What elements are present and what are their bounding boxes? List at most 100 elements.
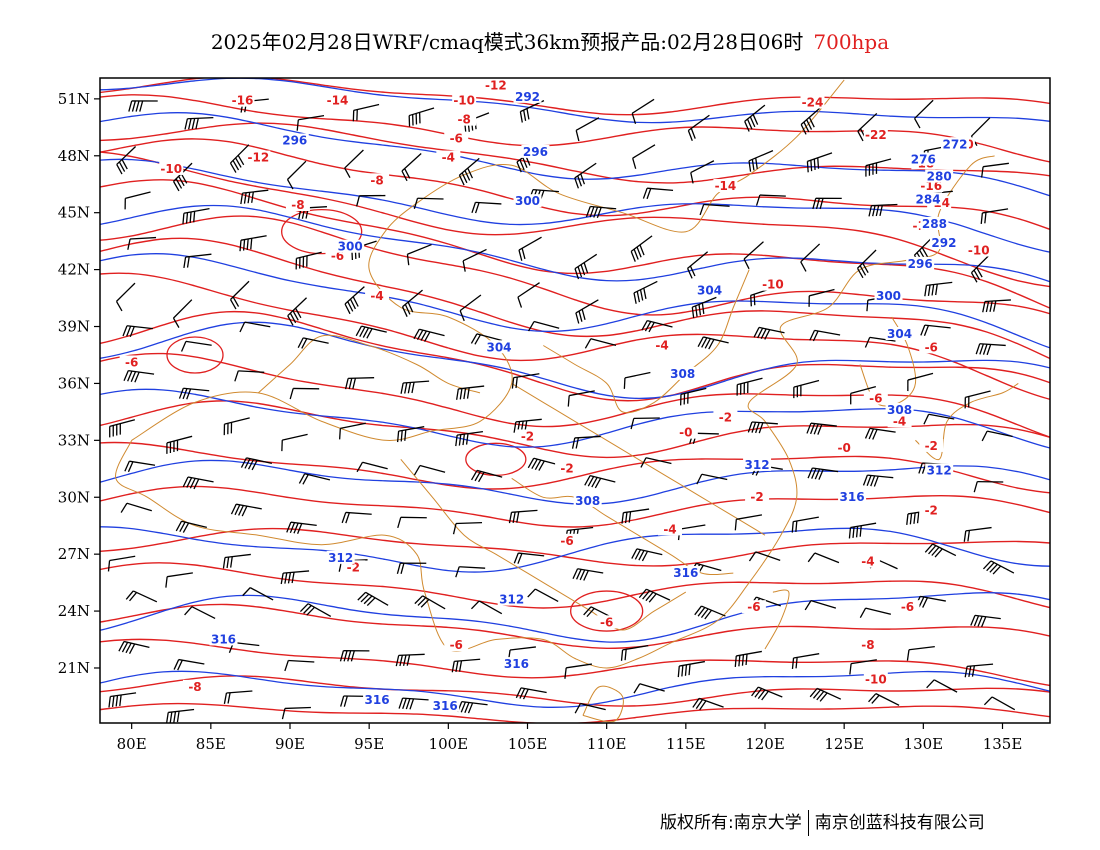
wind-barb — [623, 371, 651, 389]
wind-barb — [791, 516, 819, 533]
wind-barb — [396, 562, 427, 574]
wind-barb — [983, 696, 1016, 711]
wind-barb — [456, 385, 485, 400]
wind-barb — [697, 336, 729, 350]
temperature-label: -6 — [450, 638, 463, 652]
wind-barb — [182, 208, 210, 225]
lat-label: 42N — [58, 261, 90, 279]
temperature-label: -2 — [925, 439, 938, 453]
wind-barb — [406, 243, 432, 266]
lat-label: 45N — [58, 204, 90, 222]
wind-barb — [172, 299, 193, 328]
wind-barb — [574, 253, 598, 280]
lon-label: 100E — [429, 735, 469, 753]
lon-label: 85E — [196, 735, 226, 753]
lat-label: 24N — [58, 602, 90, 620]
wind-barb — [341, 511, 372, 524]
wind-barb — [298, 473, 331, 485]
temperature-label: -4 — [370, 289, 383, 303]
wind-barb — [865, 158, 892, 177]
height-label: 312 — [499, 593, 524, 607]
temperature-label-bg — [230, 93, 255, 107]
temperature-label-bg — [650, 338, 675, 352]
height-contour — [100, 592, 1050, 643]
temperature-label: -4 — [893, 414, 906, 428]
temperature-label: -12 — [247, 151, 269, 165]
wind-barb — [743, 241, 764, 270]
wind-barb — [289, 387, 320, 400]
temperature-contour — [100, 151, 1050, 288]
wind-barb — [696, 473, 728, 485]
wind-barb — [511, 373, 540, 389]
temperature-label: -2 — [521, 429, 534, 443]
wind-barb — [408, 107, 435, 127]
temperature-contour — [100, 400, 1050, 459]
height-label: 316 — [433, 699, 458, 713]
temperature-contour — [100, 215, 1050, 316]
wind-barb — [470, 469, 503, 483]
height-label: 300 — [515, 194, 540, 208]
height-contour — [100, 158, 1050, 253]
temperature-contour-loop — [281, 209, 363, 255]
border-line — [400, 458, 687, 631]
wind-barb — [849, 659, 877, 675]
lon-label: 120E — [745, 735, 785, 753]
temperature-label-bg — [365, 289, 390, 303]
temperature-contour — [100, 441, 1050, 494]
temperature-label-bg — [594, 615, 619, 629]
wind-barb — [296, 115, 325, 131]
wind-barb — [513, 552, 545, 564]
temperature-label: -0 — [837, 441, 850, 455]
wind-barb — [286, 160, 307, 190]
wind-barb — [856, 249, 877, 279]
wind-barb — [517, 282, 540, 308]
wind-barb — [690, 160, 715, 184]
temperature-label: -0 — [679, 426, 692, 440]
height-label-bg — [513, 194, 542, 208]
wind-barb — [284, 659, 315, 672]
border-line — [543, 269, 750, 414]
wind-barb — [686, 251, 709, 279]
wind-barb — [352, 103, 380, 122]
height-label-bg — [906, 256, 935, 270]
temperature-label-bg — [555, 461, 580, 475]
wind-barb — [357, 591, 389, 607]
temperature-label-bg — [119, 355, 144, 369]
wind-barb — [339, 650, 370, 662]
border-line — [915, 382, 1019, 461]
wind-barb — [165, 572, 193, 588]
wind-barb — [400, 380, 430, 394]
height-label: 292 — [515, 90, 540, 104]
temperature-label-bg — [365, 173, 390, 187]
wind-barb — [459, 294, 482, 322]
height-label: 272 — [942, 137, 967, 151]
wind-barb — [109, 419, 136, 438]
wind-barb — [734, 650, 762, 667]
wind-barb — [633, 683, 665, 694]
border-line — [131, 79, 845, 441]
lon-label: 105E — [508, 735, 548, 753]
temperature-label-bg — [673, 425, 698, 439]
temperature-label-bg — [159, 161, 184, 175]
temperature-label-bg — [863, 127, 888, 141]
temperature-label-bg — [919, 340, 944, 354]
wind-barb — [920, 324, 951, 337]
temperature-label-bg — [555, 533, 580, 547]
wind-barb — [297, 337, 329, 349]
height-label-bg — [521, 144, 550, 158]
map-title: 2025年02月28日WRF/cmaq模式36km预报产品:02月28日06时 7… — [0, 26, 1100, 55]
wind-barb — [527, 320, 560, 332]
wind-barb — [470, 600, 503, 615]
height-label: 312 — [745, 458, 770, 472]
height-label: 296 — [282, 134, 307, 148]
height-label-bg — [920, 216, 949, 230]
height-label: 292 — [931, 236, 956, 250]
height-label-bg — [573, 493, 602, 507]
wind-barb — [355, 325, 387, 339]
temperature-label-bg — [919, 503, 944, 517]
wind-barb — [118, 640, 150, 654]
temperature-label-bg — [855, 554, 880, 568]
wind-barb — [413, 197, 444, 209]
wind-barb — [567, 390, 595, 407]
wind-barb — [184, 606, 216, 620]
